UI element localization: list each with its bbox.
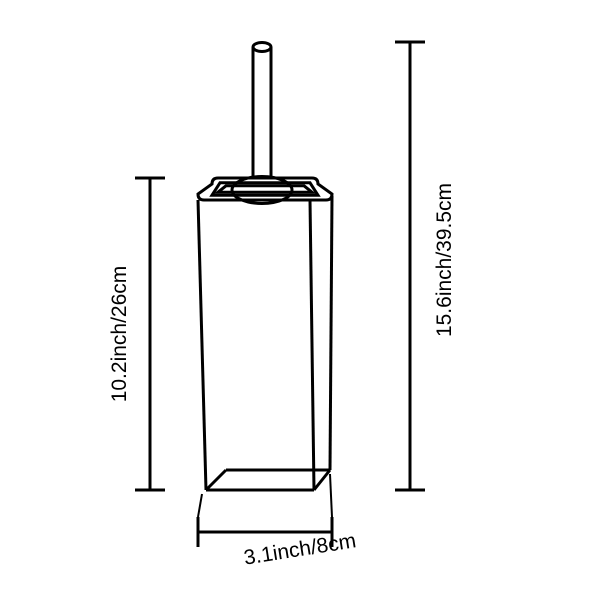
dimension-label-height-total: 15.6inch/39.5cm — [433, 183, 457, 337]
diagram-canvas: 10.2inch/26cm 15.6inch/39.5cm 3.1inch/8c… — [0, 0, 600, 600]
product-line-drawing — [0, 0, 600, 600]
dimension-label-height-container: 10.2inch/26cm — [108, 266, 132, 403]
